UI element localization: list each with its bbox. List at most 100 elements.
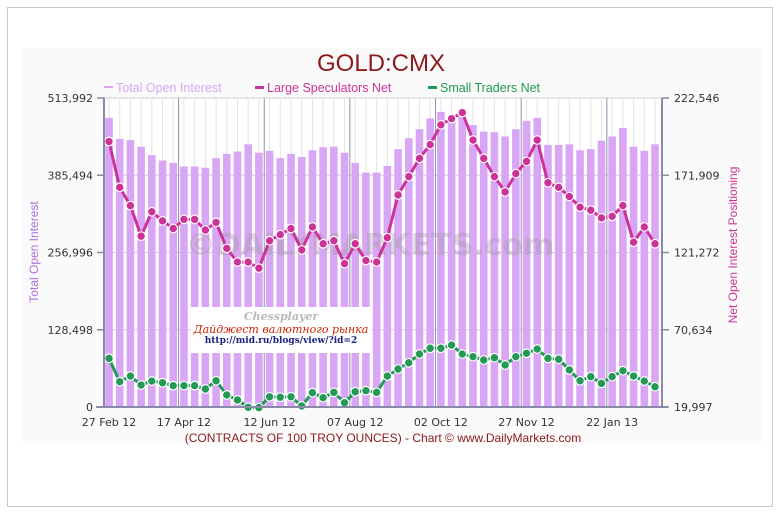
point-large-speculators — [318, 238, 329, 249]
point-small-traders — [489, 352, 500, 363]
point-small-traders — [179, 380, 189, 391]
point-small-traders — [339, 397, 350, 408]
point-large-speculators — [468, 135, 478, 145]
x-tick-label: 27 Nov 12 — [498, 416, 554, 429]
bar-total-open-interest — [319, 147, 327, 407]
watermark: ©DAILYMARKETS.com — [186, 228, 554, 263]
point-large-speculators — [307, 222, 318, 232]
x-tick-label: 27 Feb 12 — [82, 416, 136, 429]
point-small-traders — [382, 371, 393, 381]
point-small-traders — [500, 360, 511, 370]
bar-total-open-interest — [287, 153, 295, 407]
bar-total-open-interest — [297, 156, 306, 407]
line-large-speculators — [107, 110, 657, 271]
point-small-traders — [146, 376, 157, 386]
bar-total-open-interest — [512, 129, 520, 407]
point-small-traders — [307, 387, 318, 398]
point-small-traders — [221, 390, 232, 400]
x-axis-label: (CONTRACTS OF 100 TROY OUNCES) - Chart ©… — [185, 431, 581, 445]
bar-total-open-interest — [276, 158, 285, 407]
bar-total-open-interest — [533, 117, 542, 408]
point-large-speculators — [296, 244, 307, 255]
bar-total-open-interest — [372, 172, 381, 407]
point-large-speculators — [350, 238, 361, 249]
point-small-traders — [564, 365, 575, 375]
y2-tick-label: 171,909 — [674, 169, 720, 182]
legend: Total Open Interest Large Speculators Net… — [104, 81, 541, 95]
point-large-speculators — [114, 182, 125, 193]
point-large-speculators — [104, 136, 114, 147]
bar-total-open-interest — [458, 114, 467, 407]
point-small-traders — [393, 364, 403, 374]
stamp-link[interactable]: http://mid.ru/blogs/view/?id=2 — [204, 336, 358, 346]
point-large-speculators — [200, 225, 211, 235]
bar-total-open-interest — [415, 129, 424, 407]
stamp-line-2: Дайджест валютного рынка — [193, 323, 369, 336]
x-tick-label: 07 Aug 12 — [327, 416, 383, 429]
legend-swatch — [255, 86, 264, 89]
bar-total-open-interest — [351, 162, 360, 407]
point-large-speculators — [564, 191, 575, 202]
bar-total-open-interest — [158, 160, 167, 407]
bar-total-open-interest — [576, 150, 584, 408]
bar-total-open-interest — [640, 150, 649, 407]
bar-total-open-interest — [201, 167, 210, 407]
point-large-speculators — [253, 263, 264, 274]
bar-total-open-interest — [426, 118, 434, 408]
point-large-speculators — [532, 135, 543, 145]
point-large-speculators — [489, 171, 500, 182]
bar-total-open-interest — [597, 140, 606, 407]
watermark-stamp: Chessplayer Дайджест валютного рынка htt… — [191, 307, 371, 353]
bar-total-open-interest — [490, 132, 499, 407]
point-large-speculators — [243, 257, 254, 267]
point-large-speculators — [403, 171, 414, 182]
point-small-traders — [168, 380, 179, 391]
y2-tick-label: 70,634 — [674, 324, 713, 337]
y-axis-label: Total Open Interest — [27, 201, 41, 303]
y2-axis-label: Net Open Interest Positioning — [726, 167, 740, 324]
point-small-traders — [628, 371, 639, 381]
point-large-speculators — [521, 156, 532, 167]
legend-item: Total Open Interest — [116, 81, 222, 95]
bar-total-open-interest — [544, 144, 552, 408]
point-small-traders — [446, 340, 457, 350]
bar-total-open-interest — [469, 125, 477, 407]
x-tick-label: 02 Oct 12 — [414, 416, 468, 429]
legend-swatch — [428, 86, 437, 89]
legend-item: Large Speculators Net — [267, 81, 392, 95]
point-small-traders — [350, 386, 361, 397]
y2-tick-label: 222,546 — [674, 92, 720, 105]
point-small-traders — [457, 349, 468, 359]
point-large-speculators — [650, 238, 660, 249]
point-large-speculators — [136, 231, 147, 242]
point-large-speculators — [382, 232, 393, 243]
point-large-speculators — [125, 200, 136, 211]
bar-total-open-interest — [308, 150, 317, 408]
y-tick-label: 0 — [86, 401, 93, 414]
point-large-speculators — [157, 215, 168, 226]
bar-total-open-interest — [362, 172, 370, 407]
bar-total-open-interest — [565, 144, 574, 407]
point-large-speculators — [575, 202, 585, 213]
point-small-traders — [211, 375, 221, 386]
point-small-traders — [585, 371, 596, 382]
bar-total-open-interest — [608, 136, 616, 407]
point-large-speculators — [478, 153, 489, 164]
stamp-line-1: Chessplayer — [243, 310, 319, 323]
legend-item: Small Traders Net — [440, 81, 541, 95]
point-small-traders — [607, 371, 618, 382]
point-large-speculators — [425, 139, 436, 150]
bar-total-open-interest — [137, 146, 145, 408]
bar-total-open-interest — [255, 152, 263, 407]
point-large-speculators — [146, 206, 157, 217]
bar-total-open-interest — [394, 149, 402, 407]
point-small-traders — [596, 378, 607, 389]
bar-total-open-interest — [554, 144, 563, 408]
bar-total-open-interest — [619, 128, 627, 408]
bar-total-open-interest — [330, 146, 338, 408]
point-large-speculators — [596, 212, 607, 223]
point-small-traders — [532, 344, 543, 354]
point-small-traders — [425, 343, 436, 354]
series-lines — [104, 107, 660, 413]
bar-total-open-interest — [244, 144, 252, 407]
